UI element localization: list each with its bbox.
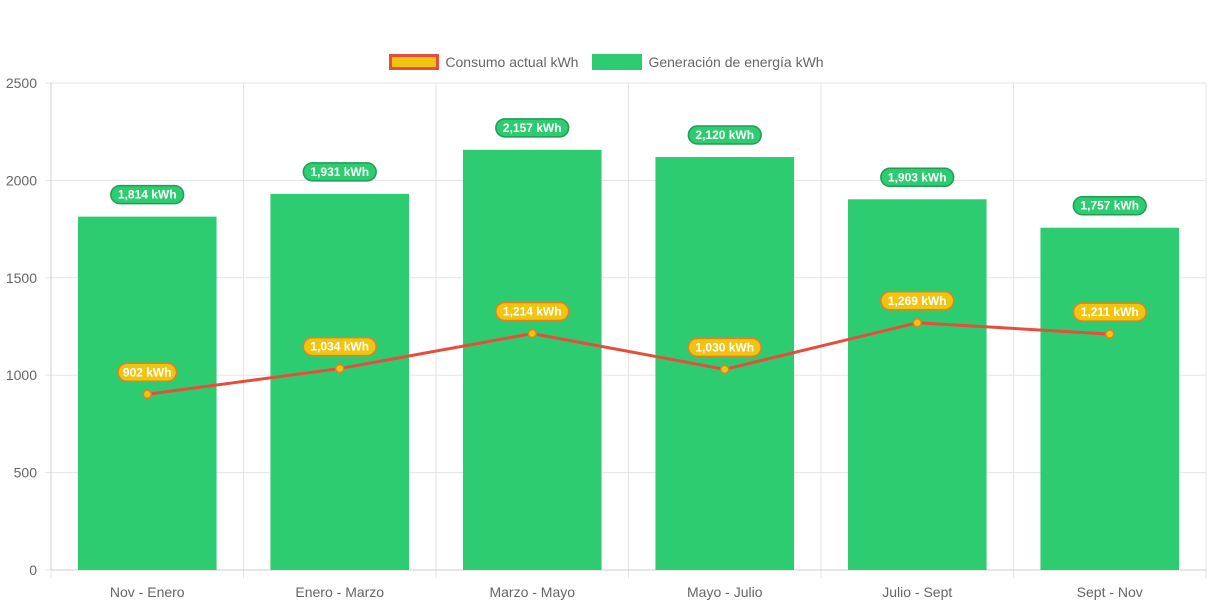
data-label-consumption-bg	[880, 291, 955, 311]
data-label-generation-bg	[302, 162, 377, 182]
legend-label-consumption: Consumo actual kWh	[445, 54, 579, 70]
data-label-consumption: 902 kWh	[123, 365, 172, 379]
y-tick-label: 2000	[6, 172, 37, 188]
x-tick-label: Marzo - Mayo	[489, 584, 575, 600]
data-label-consumption-bg	[1072, 302, 1147, 322]
bar-generation	[1040, 227, 1180, 571]
legend-swatch-consumption	[389, 54, 440, 70]
chart-legend: Consumo actual kWh Generación de energía…	[0, 52, 1213, 72]
bar-generation	[847, 199, 987, 570]
legend-item-generation[interactable]: Generación de energía kWh	[592, 54, 824, 70]
data-label-generation-bg	[1072, 195, 1147, 216]
x-tick-label: Nov - Enero	[110, 584, 185, 600]
y-tick-label: 1000	[6, 367, 37, 383]
point-consumption	[335, 363, 345, 374]
data-label-consumption-bg	[495, 301, 570, 322]
point-consumption	[720, 364, 730, 375]
data-label-consumption-bg	[687, 337, 762, 358]
data-label-generation-bg	[687, 125, 762, 145]
data-label-generation: 2,120 kWh	[695, 128, 754, 142]
data-label-consumption-bg	[117, 362, 178, 383]
data-label-generation: 1,931 kWh	[310, 165, 369, 179]
data-label-consumption: 1,269 kWh	[888, 294, 947, 308]
bar-generation	[270, 193, 410, 571]
data-label-generation-bg	[110, 184, 185, 205]
data-label-consumption-bg	[302, 336, 377, 357]
x-tick-label: Sept - Nov	[1077, 584, 1143, 600]
data-label-generation: 2,157 kWh	[503, 121, 562, 135]
data-label-generation: 1,757 kWh	[1080, 199, 1139, 213]
bar-generation	[462, 149, 602, 570]
data-label-generation-bg	[880, 167, 955, 188]
data-label-consumption: 1,034 kWh	[310, 340, 369, 354]
point-consumption	[1105, 329, 1115, 339]
y-tick-label: 500	[14, 465, 38, 481]
legend-swatch-generation	[592, 54, 643, 70]
x-tick-label: Mayo - Julio	[687, 584, 763, 600]
data-label-generation-bg	[495, 118, 570, 138]
bar-generation	[655, 157, 795, 571]
y-tick-label: 1500	[6, 270, 37, 286]
data-label-consumption: 1,214 kWh	[503, 305, 562, 319]
point-consumption	[912, 318, 922, 328]
data-label-consumption: 1,211 kWh	[1081, 305, 1139, 319]
x-tick-label: Enero - Marzo	[295, 584, 384, 600]
point-consumption	[142, 389, 152, 400]
data-label-generation: 1,903 kWh	[888, 170, 947, 184]
point-consumption	[527, 328, 537, 339]
data-label-generation: 1,814 kWh	[118, 188, 177, 202]
x-tick-label: Julio - Sept	[882, 584, 952, 600]
line-consumption	[147, 321, 1110, 396]
legend-item-consumption[interactable]: Consumo actual kWh	[389, 54, 578, 70]
data-label-consumption: 1,030 kWh	[695, 340, 754, 354]
legend-label-generation: Generación de energía kWh	[648, 54, 824, 70]
y-tick-label: 0	[29, 562, 37, 578]
y-tick-label: 2500	[6, 75, 37, 91]
